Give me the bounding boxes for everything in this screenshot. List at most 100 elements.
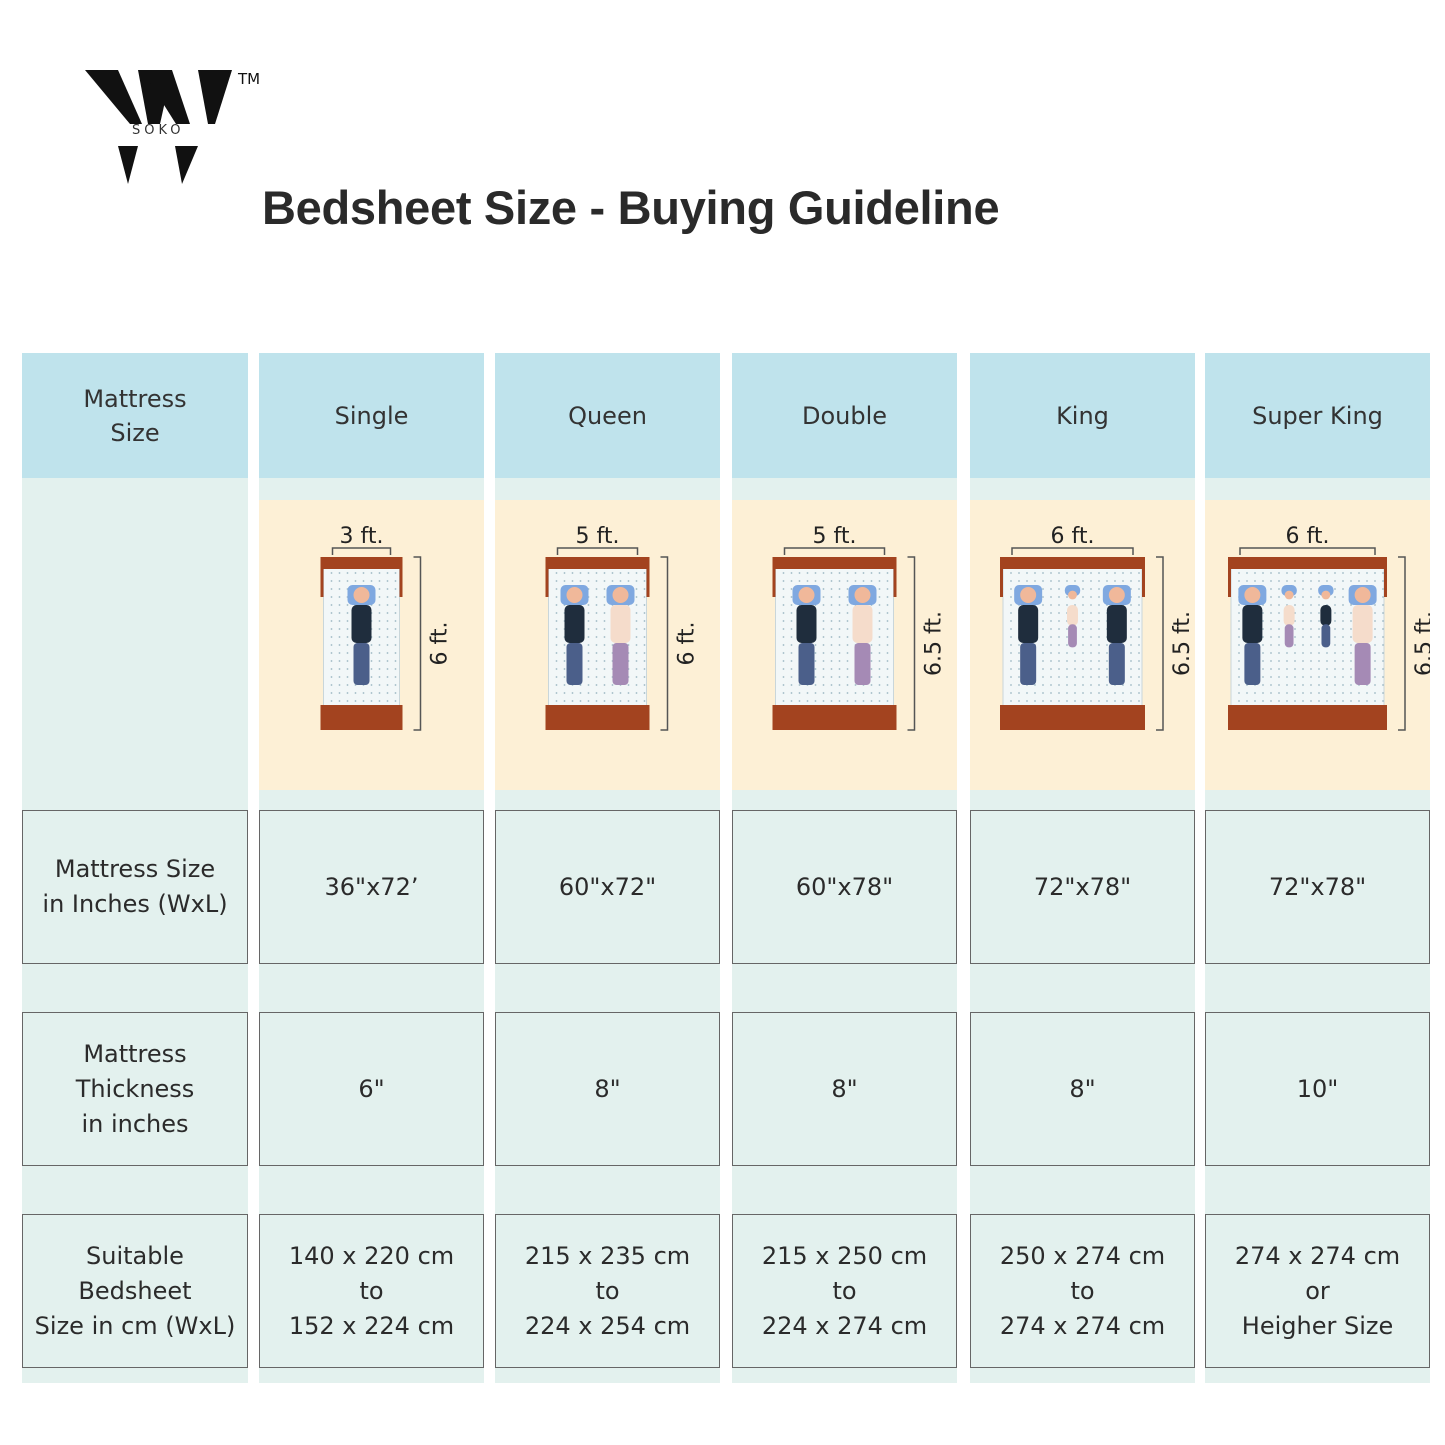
cell-thickness: 6" xyxy=(259,1012,484,1166)
sheet-dot xyxy=(1278,660,1280,662)
person-torso xyxy=(564,605,585,643)
sheet-dot xyxy=(1010,636,1012,638)
sheet-dot xyxy=(362,692,365,694)
sheet-dot xyxy=(571,580,574,582)
sheet-dot xyxy=(1294,668,1296,670)
page-title: Bedsheet Size - Buying Guideline xyxy=(262,181,1000,234)
sheet-dot xyxy=(1302,668,1304,670)
sheet-dot xyxy=(643,596,646,598)
person-head xyxy=(1244,587,1261,603)
sheet-dot xyxy=(1138,684,1140,686)
sheet-dot xyxy=(1382,684,1384,686)
sheet-dot xyxy=(790,572,793,574)
sheet-dot xyxy=(378,628,381,630)
sheet-dot xyxy=(846,572,849,574)
sheet-dot xyxy=(1350,580,1352,582)
sheet-dot xyxy=(790,620,793,622)
sheet-dot xyxy=(1042,596,1044,598)
sheet-dot xyxy=(830,604,833,606)
sheet-dot xyxy=(798,692,801,694)
sheet-dot xyxy=(330,692,333,694)
sheet-dot xyxy=(330,620,333,622)
trademark: TM xyxy=(237,70,260,88)
sheet-dot xyxy=(555,684,558,686)
sheet-dot xyxy=(1342,588,1344,590)
sheet-dot xyxy=(338,676,341,678)
sheet-dot xyxy=(1130,580,1132,582)
sheet-dot xyxy=(1066,676,1068,678)
sheet-dot xyxy=(1318,660,1320,662)
sheet-dot xyxy=(378,660,381,662)
sheet-dot xyxy=(386,636,389,638)
sheet-dot xyxy=(862,572,865,574)
sheet-dot xyxy=(790,692,793,694)
sheet-dot xyxy=(1270,644,1272,646)
sheet-dot xyxy=(1130,660,1132,662)
sheet-dot xyxy=(1382,620,1384,622)
sheet-dot xyxy=(386,612,389,614)
sheet-dot xyxy=(338,692,341,694)
sheet-dot xyxy=(1286,684,1288,686)
sheet-dot xyxy=(370,572,373,574)
sheet-dot xyxy=(1138,580,1140,582)
sheet-dot xyxy=(1374,628,1376,630)
sheet-dot xyxy=(1058,596,1060,598)
sheet-dot xyxy=(1130,636,1132,638)
sheet-dot xyxy=(603,636,606,638)
sheet-dot xyxy=(338,644,341,646)
sheet-dot xyxy=(1318,596,1320,598)
sheet-dot xyxy=(338,700,341,702)
sheet-dot xyxy=(1130,700,1132,702)
sheet-dot xyxy=(1270,596,1272,598)
person-torso xyxy=(1067,605,1078,626)
sheet-dot xyxy=(1010,580,1012,582)
person-legs xyxy=(1321,624,1331,648)
sheet-dot xyxy=(1058,604,1060,606)
sheet-dot xyxy=(1010,604,1012,606)
sheet-dot xyxy=(1262,700,1264,702)
sheet-dot xyxy=(346,604,349,606)
sheet-dot xyxy=(1238,572,1240,574)
sheet-dot xyxy=(1310,588,1312,590)
sheet-dot xyxy=(1374,692,1376,694)
sheet-dot xyxy=(1082,644,1084,646)
sheet-dot xyxy=(1270,668,1272,670)
sheet-dot xyxy=(603,668,606,670)
sheet-dot xyxy=(838,652,841,654)
sheet-dot xyxy=(338,572,341,574)
sheet-dot xyxy=(782,612,785,614)
sheet-dot xyxy=(563,684,566,686)
sheet-dot xyxy=(595,572,598,574)
sheet-dot xyxy=(838,644,841,646)
sheet-dot xyxy=(386,604,389,606)
sheet-dot xyxy=(1066,636,1068,638)
sheet-dot xyxy=(1130,620,1132,622)
person-legs xyxy=(612,643,629,685)
sheet-dot xyxy=(1278,596,1280,598)
sheet-dot xyxy=(354,700,357,702)
sheet-dot xyxy=(1294,644,1296,646)
sheet-dot xyxy=(555,700,558,702)
sheet-dot xyxy=(1114,572,1116,574)
sheet-dot xyxy=(830,628,833,630)
sheet-dot xyxy=(386,676,389,678)
sheet-dot xyxy=(1066,692,1068,694)
sheet-dot xyxy=(587,604,590,606)
sheet-dot xyxy=(394,572,397,574)
sheet-dot xyxy=(386,628,389,630)
sheet-dot xyxy=(1270,628,1272,630)
sheet-dot xyxy=(394,620,397,622)
sheet-dot xyxy=(1138,572,1140,574)
sheet-dot xyxy=(838,700,841,702)
sheet-dot xyxy=(838,692,841,694)
sheet-dot xyxy=(1058,588,1060,590)
person-legs xyxy=(798,643,815,685)
sheet-dot xyxy=(338,684,341,686)
sheet-dot xyxy=(378,684,381,686)
sheet-dot xyxy=(1010,628,1012,630)
sheet-dot xyxy=(555,628,558,630)
sheet-dot xyxy=(782,596,785,598)
sheet-dot xyxy=(1302,660,1304,662)
sheet-dot xyxy=(790,612,793,614)
sheet-dot xyxy=(1254,580,1256,582)
